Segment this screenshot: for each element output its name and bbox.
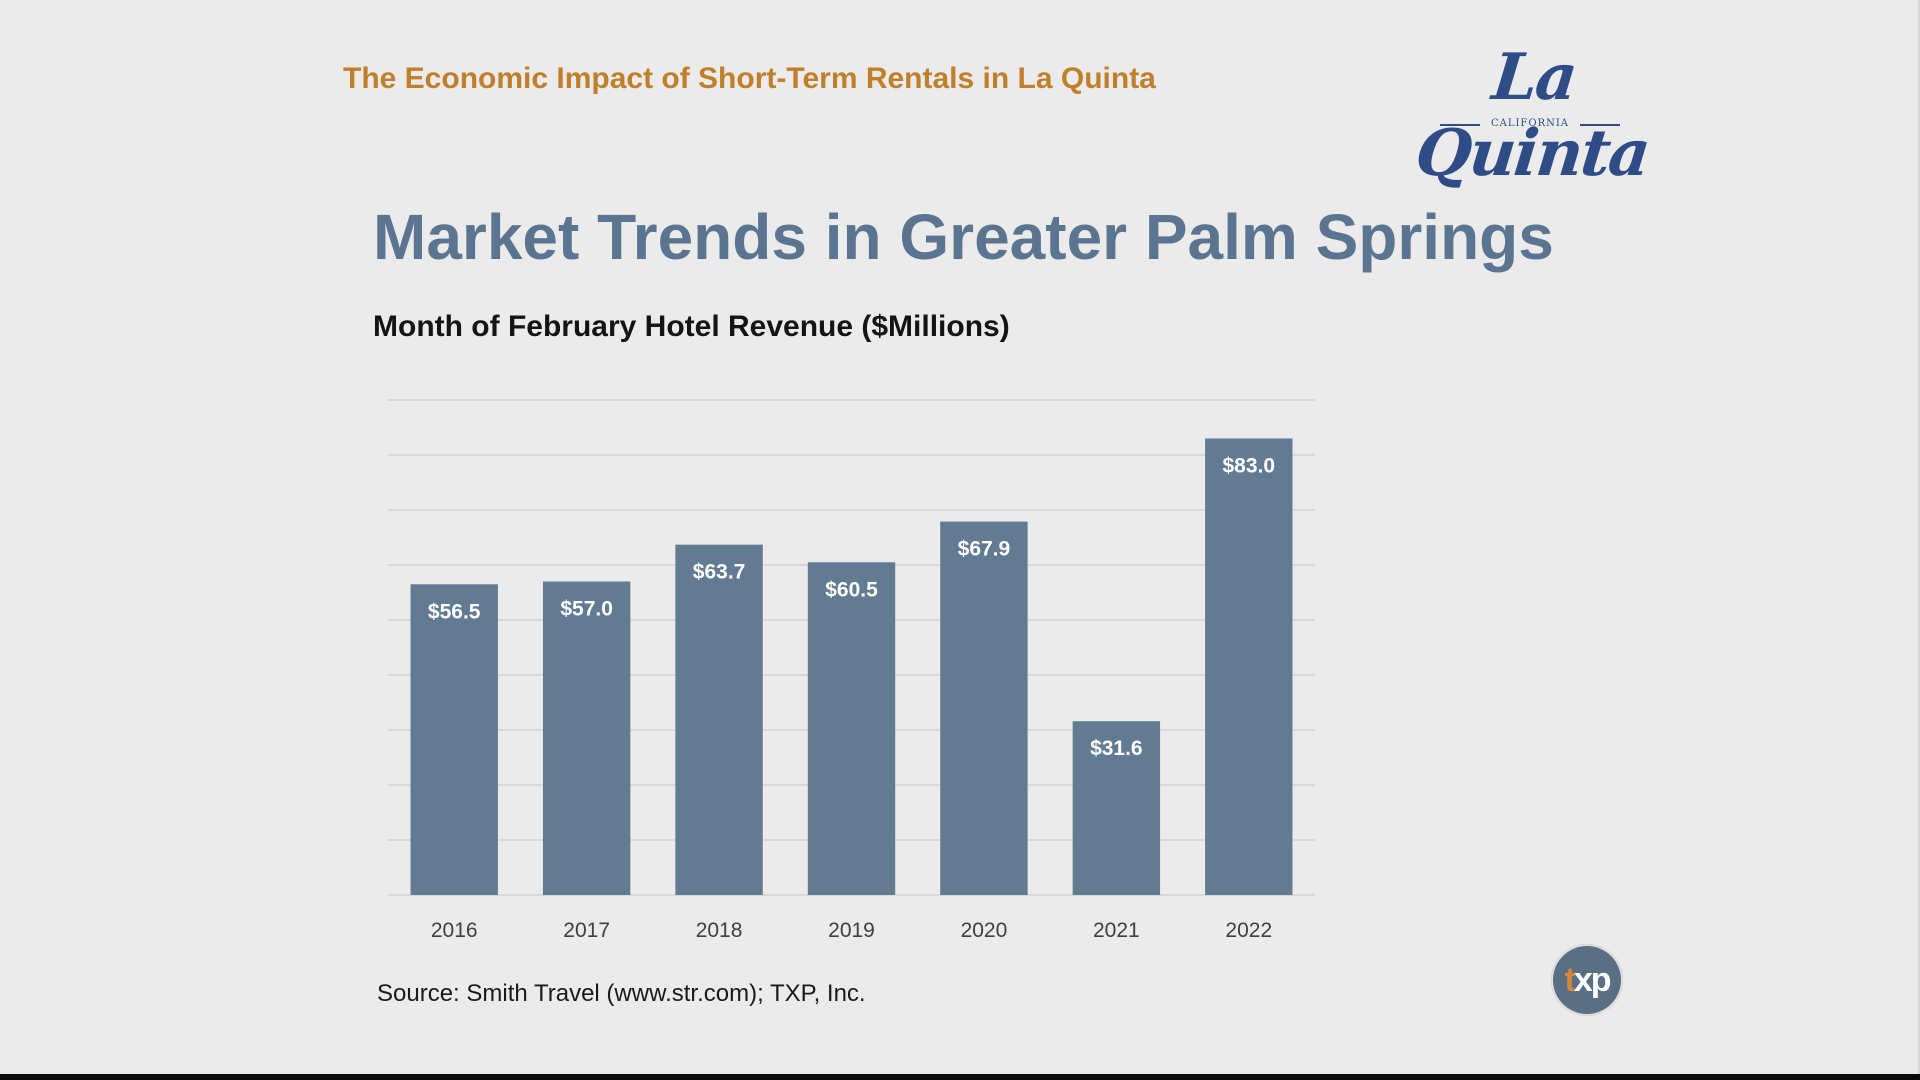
x-tick-label-2020: 2020 [961, 919, 1008, 942]
txp-logo-t: t [1564, 960, 1575, 999]
slide-edge [1918, 0, 1920, 1074]
data-label-2018: $63.7 [693, 561, 746, 584]
bar-2016 [410, 584, 498, 895]
source-note: Source: Smith Travel (www.str.com); TXP,… [377, 980, 866, 1007]
data-label-2020: $67.9 [958, 538, 1011, 561]
txp-logo-rest: xp [1573, 960, 1612, 999]
bar-2022 [1205, 438, 1293, 895]
logo-line-left [1440, 124, 1480, 126]
slide-title: Market Trends in Greater Palm Springs [373, 201, 1554, 273]
chart-title: Month of February Hotel Revenue ($Millio… [373, 310, 1010, 343]
x-tick-label-2018: 2018 [696, 919, 743, 942]
logo-line-right [1580, 124, 1620, 126]
txp-logo: t xp [1551, 944, 1623, 1016]
data-label-2021: $31.6 [1090, 737, 1143, 760]
bar-chart: $56.5 $57.0 $63.7 $60.5 $67.9 $31.6 $83.0 2016… [388, 399, 1315, 942]
x-tick-label-2022: 2022 [1225, 919, 1272, 942]
bar-2018 [675, 544, 763, 895]
bottom-bar [0, 1074, 1920, 1080]
logo-subtext: CALIFORNIA [1490, 118, 1570, 129]
data-label-2017: $57.0 [560, 598, 613, 621]
data-label-2019: $60.5 [825, 578, 878, 601]
bar-2017 [542, 581, 631, 895]
la-quinta-logo: La Quinta CALIFORNIA [1412, 40, 1652, 191]
x-tick-label-2017: 2017 [563, 919, 610, 942]
x-tick-label-2019: 2019 [828, 919, 875, 942]
data-label-2016: $56.5 [428, 600, 481, 623]
x-tick-label-2016: 2016 [431, 919, 478, 942]
bar-2020 [940, 521, 1028, 895]
bar-2021 [1072, 721, 1161, 895]
logo-text: La Quinta [1412, 40, 1653, 191]
data-label-2022: $83.0 [1223, 455, 1276, 478]
header-title: The Economic Impact of Short-Term Rental… [343, 62, 1156, 95]
bar-2019 [807, 562, 896, 895]
x-tick-label-2021: 2021 [1093, 919, 1140, 942]
